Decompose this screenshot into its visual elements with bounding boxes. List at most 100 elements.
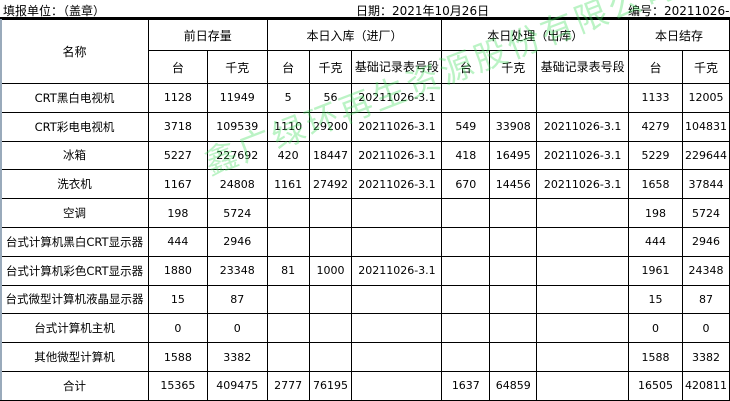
- header-divider: [0, 17, 730, 19]
- value-cell: 198: [628, 198, 683, 228]
- value-cell: 109539: [206, 111, 268, 142]
- value-cell: [489, 255, 538, 286]
- group-intake: 本日入库（进厂）: [266, 19, 443, 51]
- sub-header-record: 基础记录表号段: [536, 50, 630, 84]
- value-cell: [266, 226, 310, 257]
- value-cell: 14456: [489, 169, 538, 200]
- value-cell: [536, 284, 630, 315]
- item-name-cell: 空调: [0, 198, 149, 228]
- inventory-table: 名称 前日存量 本日入库（进厂） 本日处理（出库） 本日结存 台 千克 台 千克…: [0, 19, 730, 401]
- value-cell: 3382: [206, 342, 268, 372]
- value-cell: [441, 255, 491, 286]
- value-cell: 444: [628, 226, 683, 257]
- table-row: 台式计算机黑白CRT显示器 444 2946 444 2946: [0, 226, 730, 257]
- value-cell: 20211026-3.1: [536, 169, 630, 200]
- table-row: CRT黑白电视机 1128 11949 5 56 20211026-3.1 1133 1200…: [0, 83, 730, 113]
- value-cell: [536, 226, 630, 257]
- value-cell: [441, 83, 491, 113]
- value-cell: 420811: [681, 370, 730, 401]
- value-cell: 20211026-3.1: [351, 169, 443, 200]
- value-cell: 15: [147, 284, 208, 315]
- value-cell: 409475: [206, 370, 268, 401]
- group-previous-stock: 前日存量: [147, 19, 268, 51]
- sub-header-units: 台: [147, 50, 208, 84]
- value-cell: 104831: [681, 111, 730, 142]
- value-cell: 227692: [206, 140, 268, 171]
- value-cell: [489, 313, 538, 344]
- value-cell: 23348: [206, 255, 268, 286]
- value-cell: [266, 198, 310, 228]
- table-row: 其他微型计算机 1588 3382 1588 3382: [0, 342, 730, 372]
- value-cell: [308, 226, 353, 257]
- item-name-cell: 冰箱: [0, 140, 149, 171]
- value-cell: [351, 342, 443, 372]
- value-cell: [441, 313, 491, 344]
- value-cell: [351, 226, 443, 257]
- item-name-cell: 台式微型计算机液晶显示器: [0, 284, 149, 315]
- value-cell: 87: [206, 284, 268, 315]
- value-cell: 5229: [628, 140, 683, 171]
- sub-header-units: 台: [628, 50, 683, 84]
- value-cell: 4279: [628, 111, 683, 142]
- value-cell: [489, 226, 538, 257]
- value-cell: [489, 198, 538, 228]
- value-cell: [308, 284, 353, 315]
- form-header: 填报单位：（盖章） 日期：2021年10月26日 编号：20211026-4.: [0, 0, 730, 18]
- value-cell: 5: [266, 83, 310, 113]
- value-cell: 229644: [681, 140, 730, 171]
- value-cell: 16505: [628, 370, 683, 401]
- value-cell: 1637: [441, 370, 491, 401]
- value-cell: [536, 83, 630, 113]
- sub-header-kg: 千克: [489, 50, 538, 84]
- value-cell: 33908: [489, 111, 538, 142]
- table-row: 台式计算机主机 0 0 0 0: [0, 313, 730, 344]
- value-cell: 15: [628, 284, 683, 315]
- value-cell: 20211026-3.1: [536, 111, 630, 142]
- value-cell: 0: [206, 313, 268, 344]
- sub-header-units: 台: [441, 50, 491, 84]
- value-cell: 20211026-3.1: [536, 140, 630, 171]
- value-cell: 1167: [147, 169, 208, 200]
- item-name-cell: CRT黑白电视机: [0, 83, 149, 113]
- name-header: 名称: [0, 19, 149, 84]
- group-balance: 本日结存: [628, 19, 730, 51]
- date-label: 日期：2021年10月26日: [356, 4, 490, 18]
- value-cell: 24808: [206, 169, 268, 200]
- value-cell: 0: [628, 313, 683, 344]
- value-cell: 27492: [308, 169, 353, 200]
- value-cell: 2777: [266, 370, 310, 401]
- value-cell: 1161: [266, 169, 310, 200]
- value-cell: [266, 342, 310, 372]
- sub-header-kg: 千克: [308, 50, 353, 84]
- value-cell: [308, 198, 353, 228]
- value-cell: 2946: [206, 226, 268, 257]
- group-processed: 本日处理（出库）: [441, 19, 630, 51]
- value-cell: 20211026-3.1: [351, 255, 443, 286]
- value-cell: 444: [147, 226, 208, 257]
- value-cell: [351, 370, 443, 401]
- value-cell: 81: [266, 255, 310, 286]
- value-cell: 1588: [628, 342, 683, 372]
- value-cell: 0: [681, 313, 730, 344]
- value-cell: 5724: [681, 198, 730, 228]
- value-cell: 20211026-3.1: [351, 140, 443, 171]
- table-row: 台式计算机彩色CRT显示器 1880 23348 81 1000 20211026-3.1…: [0, 255, 730, 286]
- value-cell: 87: [681, 284, 730, 315]
- value-cell: 76195: [308, 370, 353, 401]
- item-name-cell: 台式计算机黑白CRT显示器: [0, 226, 149, 257]
- value-cell: 1588: [147, 342, 208, 372]
- value-cell: [441, 284, 491, 315]
- value-cell: 37844: [681, 169, 730, 200]
- value-cell: 29200: [308, 111, 353, 142]
- value-cell: [441, 198, 491, 228]
- table-row: 洗衣机 1167 24808 1161 27492 20211026-3.1 670 1445…: [0, 169, 730, 200]
- item-name-cell: 其他微型计算机: [0, 342, 149, 372]
- table-row: 空调 198 5724 198 5724: [0, 198, 730, 228]
- value-cell: 2946: [681, 226, 730, 257]
- document-number-label: 编号：20211026-4.: [628, 4, 730, 18]
- sub-header-kg: 千克: [681, 50, 730, 84]
- reporting-unit-label: 填报单位：（盖章）: [3, 4, 106, 18]
- value-cell: 5227: [147, 140, 208, 171]
- value-cell: 670: [441, 169, 491, 200]
- value-cell: 11949: [206, 83, 268, 113]
